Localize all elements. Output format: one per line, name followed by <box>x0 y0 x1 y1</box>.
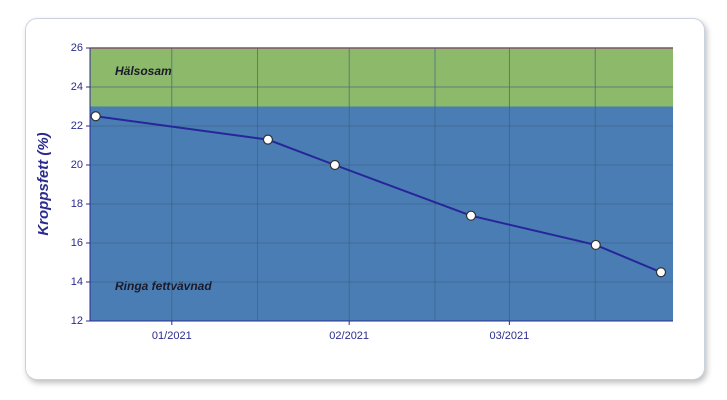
bands: Hälsosam Ringa fettvävnad <box>90 48 673 321</box>
x-tick-label: 02/2021 <box>329 330 369 342</box>
data-point <box>655 267 667 278</box>
y-axis-label: Kroppsfett (%) <box>35 132 52 235</box>
grid <box>90 47 673 322</box>
data-point <box>465 210 477 221</box>
y-tick-label: 14 <box>71 276 83 288</box>
data-point <box>590 239 601 251</box>
data-line <box>95 115 662 274</box>
y-tick-label: 22 <box>71 120 83 132</box>
x-tick-label: 01/2021 <box>152 330 192 342</box>
y-tick-label: 16 <box>71 237 83 249</box>
data-point <box>329 159 340 171</box>
x-tick-label: 03/2021 <box>489 330 529 342</box>
data-point <box>90 111 101 122</box>
band-label: Ringa fettvävnad <box>115 279 212 293</box>
y-tick-label: 20 <box>71 159 83 171</box>
band <box>90 106 673 321</box>
y-tick-label: 24 <box>71 81 83 93</box>
band <box>90 48 673 107</box>
band-label: Hälsosam <box>115 64 172 78</box>
data-point <box>262 134 274 145</box>
y-tick-label: 26 <box>71 42 83 54</box>
y-tick-label: 12 <box>71 315 83 327</box>
y-tick-label: 18 <box>71 198 83 210</box>
